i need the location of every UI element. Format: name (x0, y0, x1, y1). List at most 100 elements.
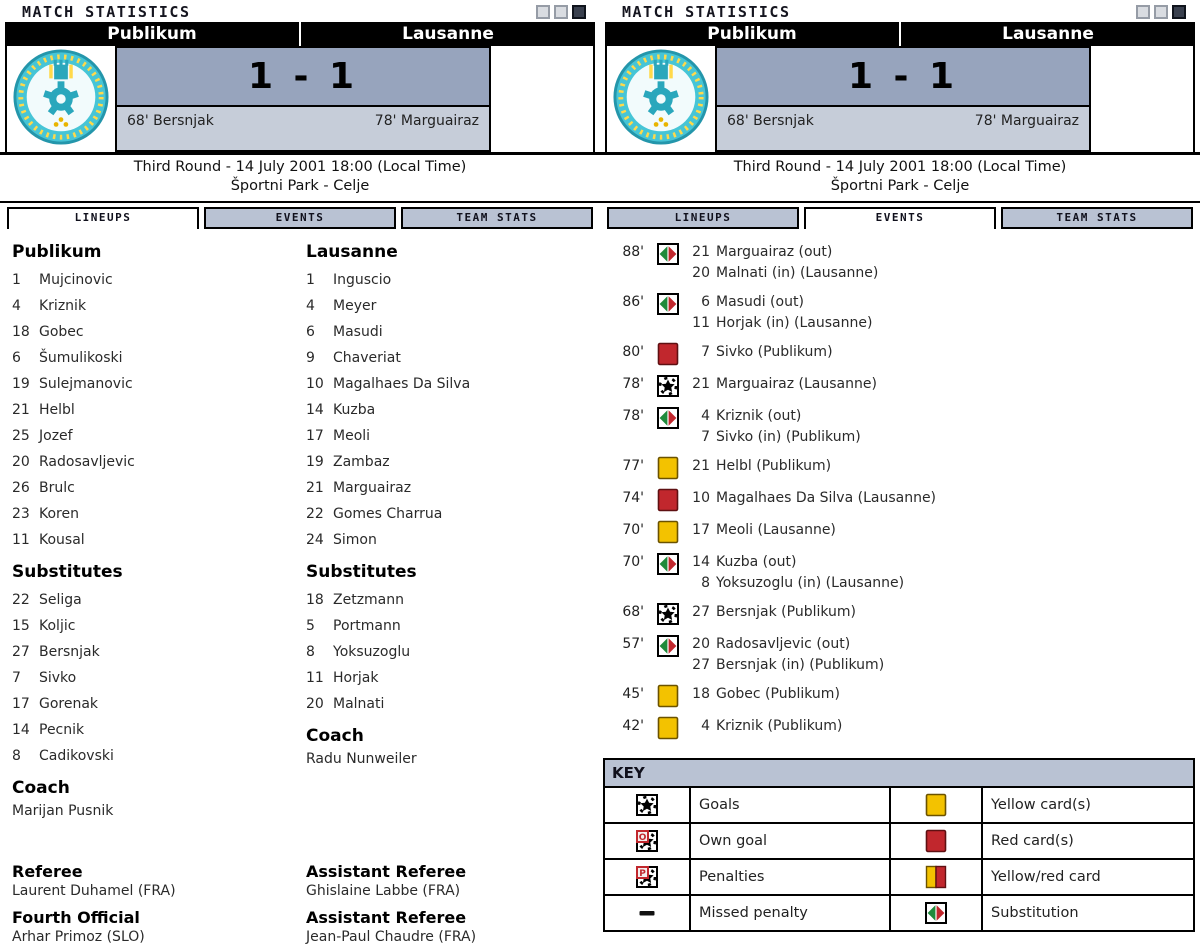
player-row: 6 Šumulikoski (12, 345, 306, 371)
player-number: 21 (12, 402, 30, 418)
player-row: 1 Mujcinovic (12, 267, 306, 293)
event-text: 20 Radosavljevic (out) 27 Bersnjak (in) (P… (690, 634, 884, 676)
score-row-filler (491, 46, 595, 152)
player-name: Gomes Charrua (333, 506, 443, 522)
event-minute: 45' (622, 686, 644, 702)
official-name: Ghislaine Labbe (FRA) (306, 883, 461, 899)
goalscorers: 68' Bersnjak 78' Marguairaz (117, 107, 489, 150)
event-text: 17 Meoli (Lausanne) (690, 520, 836, 541)
event-player-text: Sivko (Publikum) (716, 344, 833, 360)
event-text: 7 Sivko (Publikum) (690, 342, 833, 363)
team-bar: Publikum Lausanne (5, 22, 595, 46)
away-scorer: 78' Marguairaz (974, 113, 1079, 129)
goal-icon (656, 374, 680, 398)
tab-team-stats[interactable]: TEAM STATS (1001, 207, 1193, 229)
window-square-icon[interactable] (1154, 5, 1168, 19)
player-number: 11 (306, 670, 324, 686)
player-row: 11 Kousal (12, 527, 306, 553)
event-line: 21 Marguairaz (out) (690, 242, 878, 263)
window-square-icon[interactable] (536, 5, 550, 19)
event-player-number: 14 (692, 554, 710, 570)
player-name: Masudi (333, 324, 383, 340)
home-team-name: Publikum (5, 22, 301, 46)
tab-team-stats[interactable]: TEAM STATS (401, 207, 593, 229)
player-name: Meyer (333, 298, 377, 314)
round-info: Third Round - 14 July 2001 18:00 (Local … (133, 159, 467, 175)
player-name: Cadikovski (39, 748, 114, 764)
player-name: Sulejmanovic (39, 376, 133, 392)
player-name: Radosavljevic (39, 454, 135, 470)
window-square-icon[interactable] (554, 5, 568, 19)
event-text: 21 Helbl (Publikum) (690, 456, 831, 477)
player-row: 19 Sulejmanovic (12, 371, 306, 397)
window-square-active-icon[interactable] (572, 5, 586, 19)
player-number: 10 (306, 376, 324, 392)
home-scorer: 68' Bersnjak (727, 113, 814, 129)
away-lineup-column: Lausanne 1 Inguscio 4 Meyer 6 Masudi 9 C… (306, 233, 600, 819)
event-player-text: Helbl (Publikum) (716, 458, 832, 474)
player-name: Šumulikoski (39, 350, 123, 366)
away-coach-title: Coach (306, 726, 364, 746)
yellow-card-icon (656, 716, 680, 740)
event-minute: 86' (622, 294, 644, 310)
window-buttons (1136, 5, 1186, 19)
substitution-icon (656, 242, 680, 266)
player-row: 4 Meyer (306, 293, 600, 319)
panel-lineups: MATCH STATISTICS Publikum Lausanne 1 - 1… (0, 0, 600, 945)
event-text: 27 Bersnjak (Publikum) (690, 602, 856, 623)
event-line: 17 Meoli (Lausanne) (690, 520, 836, 541)
player-number: 1 (12, 272, 21, 288)
event-row: 78' 4 Kriznik (out) 7 Sivko (in) (Publikum… (606, 406, 1200, 448)
club-badge (607, 46, 715, 152)
score-box: 1 - 1 68' Bersnjak 78' Marguairaz (715, 46, 1091, 152)
player-row: 22 Gomes Charrua (306, 501, 600, 527)
team-bar: Publikum Lausanne (605, 22, 1195, 46)
player-name: Pecnik (39, 722, 85, 738)
event-line: 4 Kriznik (out) (690, 406, 861, 427)
yellow-card-icon (656, 520, 680, 544)
home-lineup-column: Publikum 1 Mujcinovic 4 Kriznik 18 Gobec… (12, 233, 306, 819)
event-player-text: Kriznik (out) (716, 408, 802, 424)
key-label: Substitution (981, 896, 1193, 930)
official-role: Fourth Official (12, 908, 140, 927)
away-team-name: Lausanne (402, 24, 494, 44)
event-row: 42' 4 Kriznik (Publikum) (606, 716, 1200, 740)
event-player-number: 4 (701, 718, 710, 734)
player-row: 23 Koren (12, 501, 306, 527)
window-square-icon[interactable] (1136, 5, 1150, 19)
event-player-number: 21 (692, 458, 710, 474)
player-number: 8 (12, 748, 21, 764)
red-card-icon (656, 342, 680, 366)
event-row: 77' 21 Helbl (Publikum) (606, 456, 1200, 480)
window-square-active-icon[interactable] (1172, 5, 1186, 19)
player-row: 20 Malnati (306, 691, 600, 717)
player-row: 14 Kuzba (306, 397, 600, 423)
tab-lineups[interactable]: LINEUPS (607, 207, 799, 229)
player-number: 19 (12, 376, 30, 392)
tab-lineups[interactable]: LINEUPS (7, 207, 199, 229)
player-row: 7 Sivko (12, 665, 306, 691)
event-line: 27 Bersnjak (in) (Publikum) (690, 655, 884, 676)
player-name: Brulc (39, 480, 75, 496)
away-coach-name: Radu Nunweiler (306, 751, 417, 767)
event-line: 7 Sivko (in) (Publikum) (690, 427, 861, 448)
event-player-number: 18 (692, 686, 710, 702)
player-name: Sivko (39, 670, 77, 686)
window-buttons (536, 5, 586, 19)
tab-events[interactable]: EVENTS (804, 207, 996, 229)
tab-events[interactable]: EVENTS (204, 207, 396, 229)
page-title: MATCH STATISTICS (622, 3, 791, 21)
score: 1 - 1 (117, 48, 489, 107)
substitution-icon (656, 406, 680, 430)
player-number: 24 (306, 532, 324, 548)
event-player-text: Meoli (Lausanne) (716, 522, 836, 538)
event-player-text: Sivko (in) (Publikum) (716, 429, 861, 445)
substitution-icon (656, 634, 680, 658)
player-number: 18 (306, 592, 324, 608)
event-row: 57' 20 Radosavljevic (out) 27 Bersnjak (in… (606, 634, 1200, 676)
red-card-icon (656, 488, 680, 512)
round-info: Third Round - 14 July 2001 18:00 (Local … (733, 159, 1067, 175)
event-player-text: Bersnjak (in) (Publikum) (716, 657, 885, 673)
player-number: 20 (306, 696, 324, 712)
own-goal-icon: O (605, 824, 689, 858)
